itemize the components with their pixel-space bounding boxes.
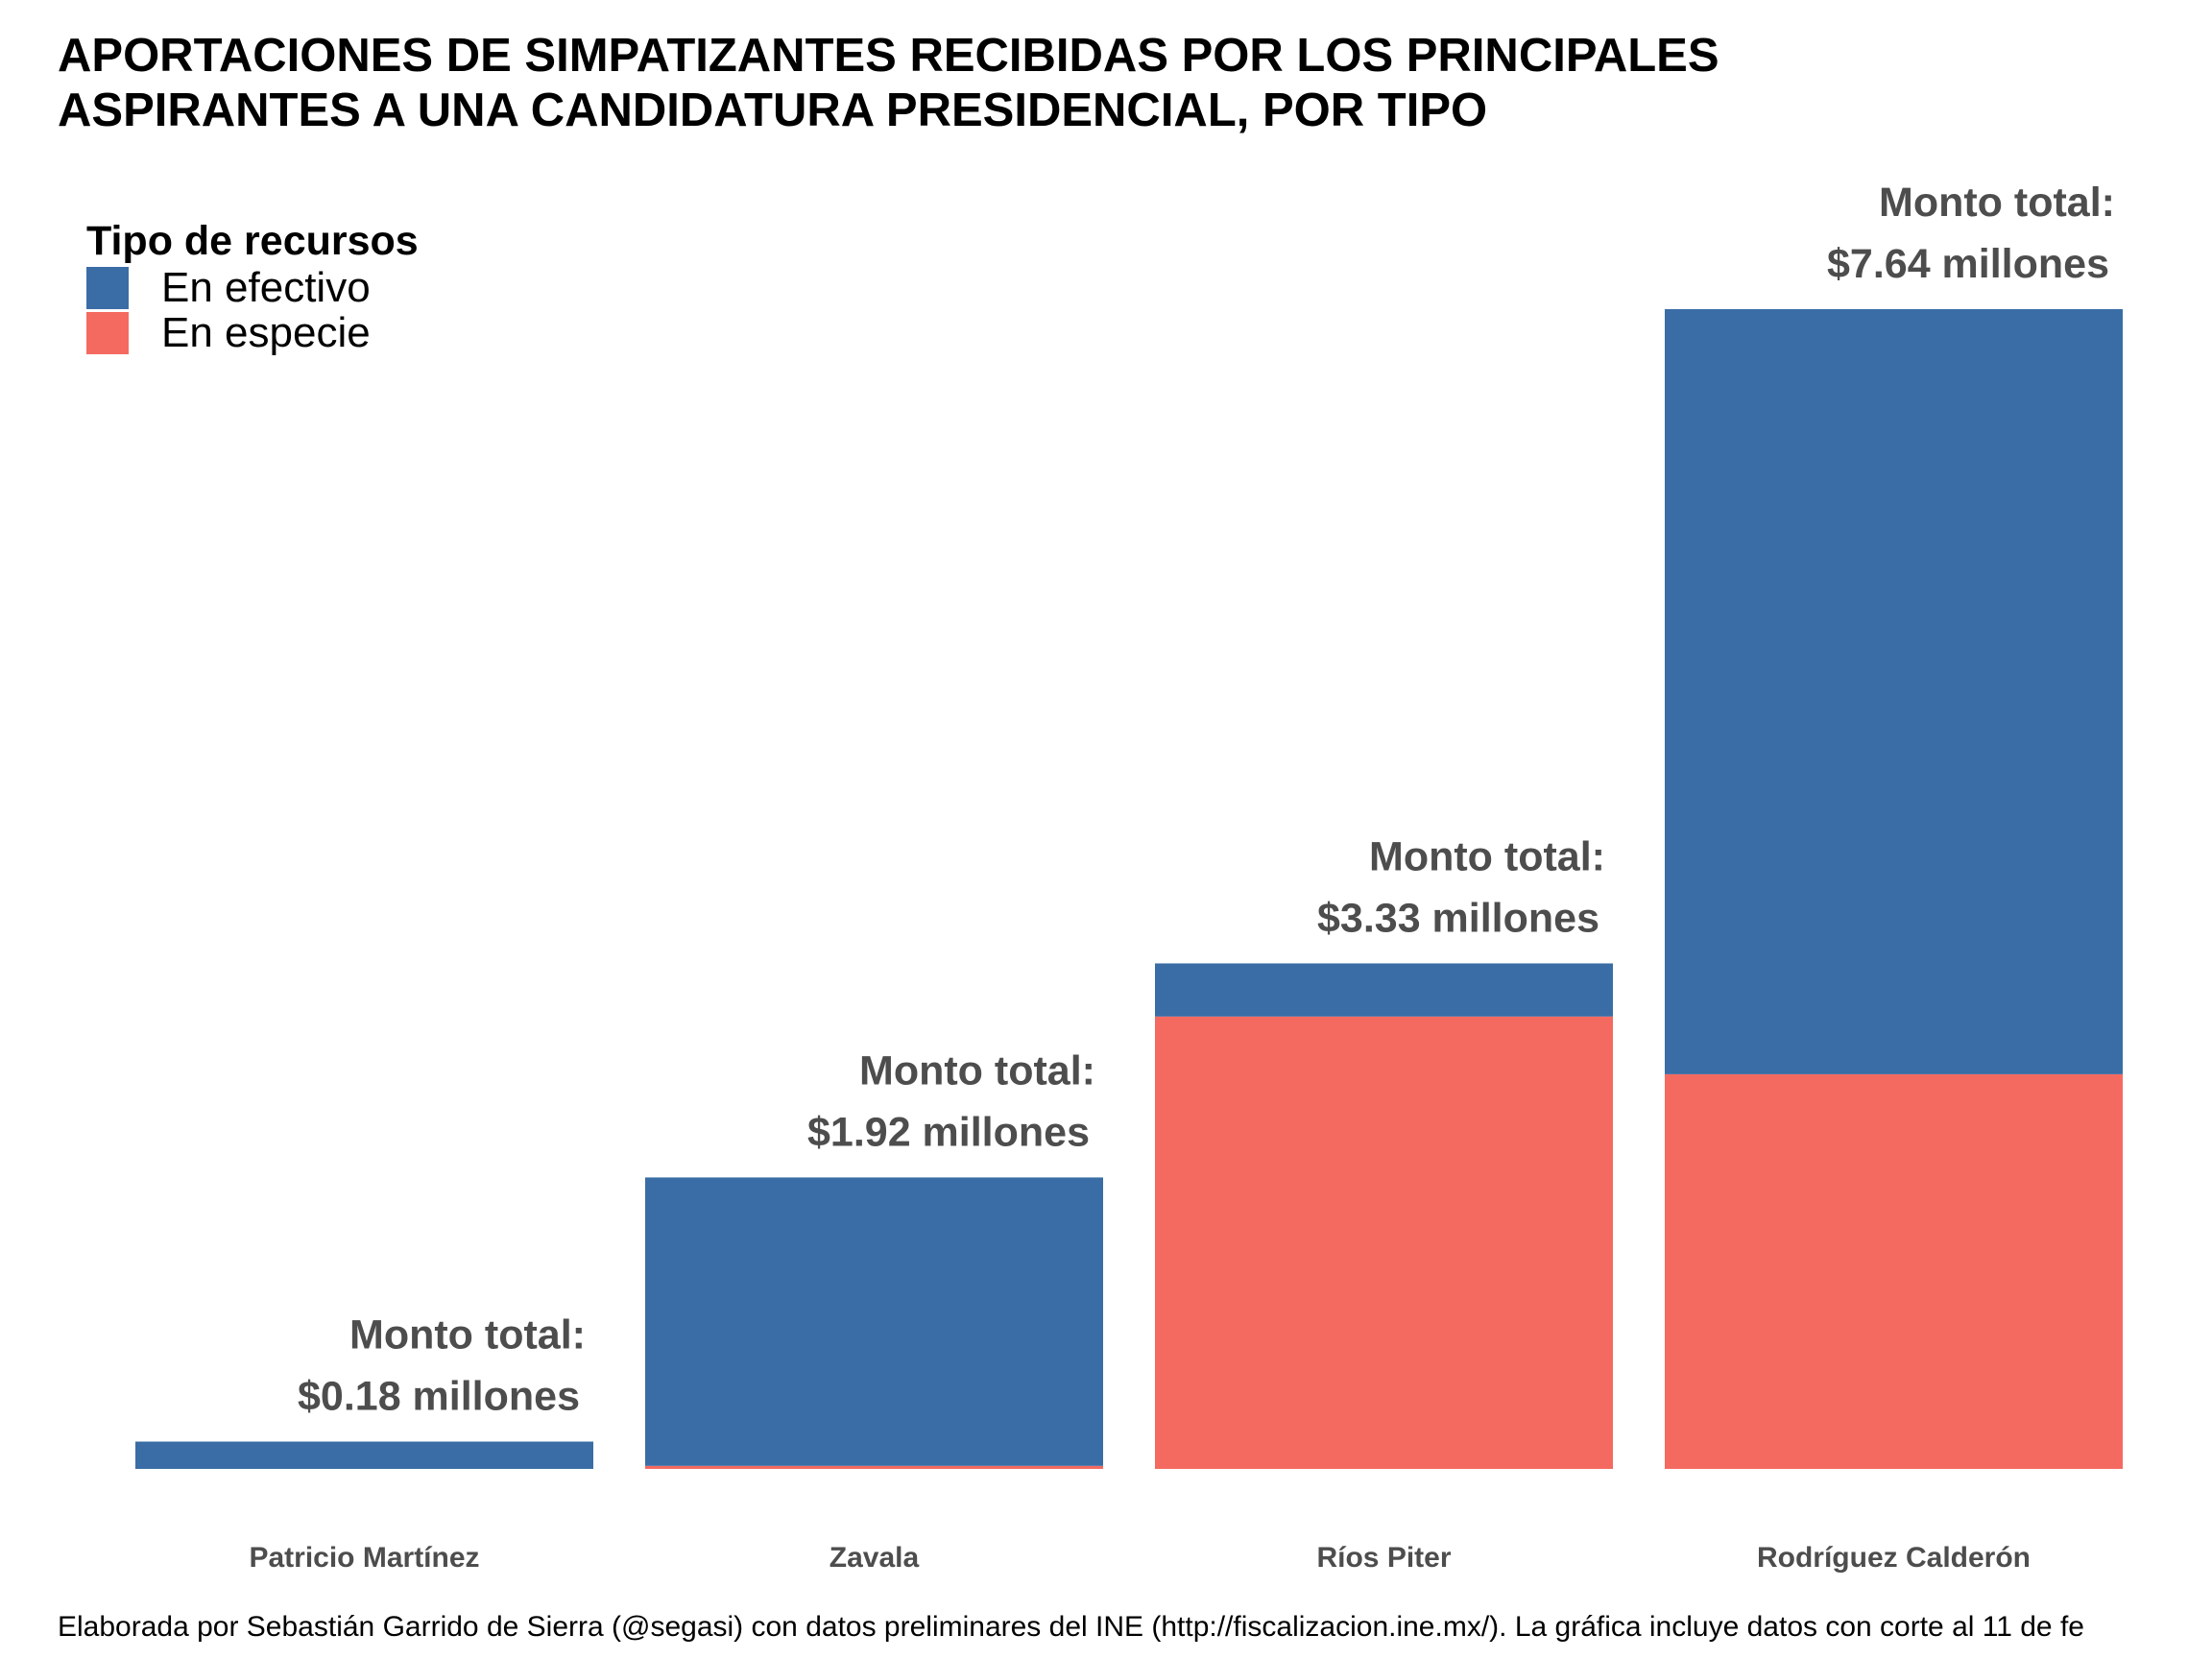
bar-en-especie-rios-piter	[1155, 1016, 1613, 1469]
total-label-prefix-rios-piter: Monto total:	[1369, 833, 1605, 879]
source-caption: Elaborada por Sebastián Garrido de Sierr…	[58, 1611, 2084, 1643]
total-label-value-rodriguez-calderon: $7.64 millones	[1827, 241, 2109, 287]
bar-en-efectivo-zavala	[645, 1177, 1103, 1466]
total-label-value-zavala: $1.92 millones	[807, 1109, 1090, 1155]
x-tick-label-rios-piter: Ríos Piter	[1316, 1542, 1451, 1574]
chart-title: APORTACIONES DE SIMPATIZANTES RECIBIDAS …	[58, 29, 2170, 138]
bar-en-efectivo-rios-piter	[1155, 963, 1613, 1017]
legend: Tipo de recursos En efectivo En especie	[86, 217, 419, 356]
legend-item-en-especie: En especie	[86, 308, 419, 356]
legend-label-en-especie: En especie	[161, 308, 371, 356]
x-tick-label-zavala: Zavala	[830, 1542, 920, 1574]
chart-title-line-2: ASPIRANTES A UNA CANDIDATURA PRESIDENCIA…	[58, 84, 1488, 136]
legend-swatch-en-especie	[86, 311, 129, 354]
total-label-prefix-patricio-martinez: Monto total:	[349, 1312, 586, 1358]
bar-en-efectivo-patricio-martinez	[135, 1441, 593, 1469]
total-label-prefix-zavala: Monto total:	[859, 1047, 1095, 1094]
total-label-prefix-rodriguez-calderon: Monto total:	[1879, 180, 2115, 226]
legend-title: Tipo de recursos	[86, 218, 419, 264]
bar-en-efectivo-rodriguez-calderon	[1665, 309, 2123, 1074]
total-label-value-rios-piter: $3.33 millones	[1317, 895, 1599, 941]
x-tick-label-patricio-martinez: Patricio Martínez	[249, 1542, 479, 1574]
chart-title-line-1: APORTACIONES DE SIMPATIZANTES RECIBIDAS …	[58, 30, 1719, 82]
total-label-value-patricio-martinez: $0.18 millones	[298, 1374, 580, 1420]
legend-item-en-efectivo: En efectivo	[86, 263, 419, 311]
bar-en-especie-rodriguez-calderon	[1665, 1073, 2123, 1469]
x-tick-label-rodriguez-calderon: Rodríguez Calderón	[1757, 1542, 2031, 1574]
legend-label-en-efectivo: En efectivo	[161, 263, 371, 311]
bar-en-especie-zavala	[645, 1465, 1103, 1469]
legend-swatch-en-efectivo	[86, 266, 129, 309]
